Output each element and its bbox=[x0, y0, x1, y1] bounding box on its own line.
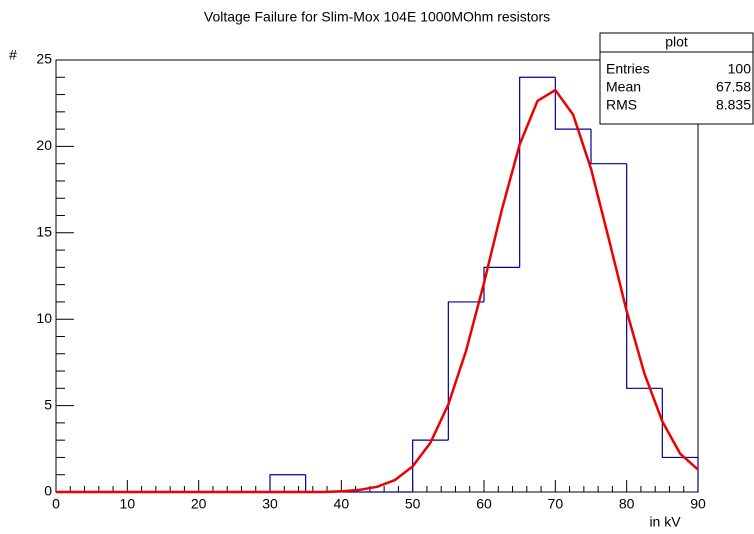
histogram-bin bbox=[305, 474, 342, 493]
y-tick-label: 25 bbox=[36, 51, 52, 67]
x-tick-label: 40 bbox=[334, 496, 350, 512]
x-tick-label: 60 bbox=[476, 496, 492, 512]
histogram-bin bbox=[447, 301, 484, 441]
histogram-bin bbox=[626, 163, 663, 389]
stats-label: Mean bbox=[606, 79, 641, 95]
y-tick-label: 10 bbox=[36, 310, 52, 326]
x-tick-label: 80 bbox=[619, 496, 635, 512]
x-tick-label: 90 bbox=[690, 496, 706, 512]
histogram-bin bbox=[412, 439, 449, 492]
x-axis-label: in kV bbox=[649, 514, 681, 530]
y-tick-label: 15 bbox=[36, 224, 52, 240]
y-tick-label: 20 bbox=[36, 137, 52, 153]
histogram-bin bbox=[483, 266, 520, 302]
histogram-bin bbox=[590, 129, 627, 165]
chart-title: Voltage Failure for Slim-Mox 104E 1000MO… bbox=[204, 9, 550, 25]
y-tick-label: 5 bbox=[44, 396, 52, 412]
histogram-bin bbox=[519, 76, 556, 268]
histogram-bin bbox=[269, 474, 306, 492]
y-tick-label: 0 bbox=[44, 483, 52, 499]
plot-frame bbox=[55, 59, 699, 493]
x-tick-label: 10 bbox=[120, 496, 136, 512]
stats-box bbox=[599, 32, 754, 125]
stats-value: 100 bbox=[728, 61, 752, 77]
stats-value: 67.58 bbox=[716, 79, 751, 95]
y-axis-label: # bbox=[9, 47, 17, 63]
x-tick-label: 50 bbox=[405, 496, 421, 512]
stats-value: 8.835 bbox=[716, 97, 751, 113]
histogram-bin bbox=[554, 77, 591, 130]
stats-title: plot bbox=[665, 34, 688, 50]
histogram-bin bbox=[661, 388, 699, 492]
x-tick-label: 70 bbox=[548, 496, 564, 512]
stats-label: RMS bbox=[606, 97, 637, 113]
x-tick-label: 20 bbox=[191, 496, 207, 512]
x-tick-label: 0 bbox=[52, 496, 60, 512]
stats-label: Entries bbox=[606, 61, 650, 77]
x-tick-label: 30 bbox=[262, 496, 278, 512]
fit-curve bbox=[56, 88, 699, 494]
